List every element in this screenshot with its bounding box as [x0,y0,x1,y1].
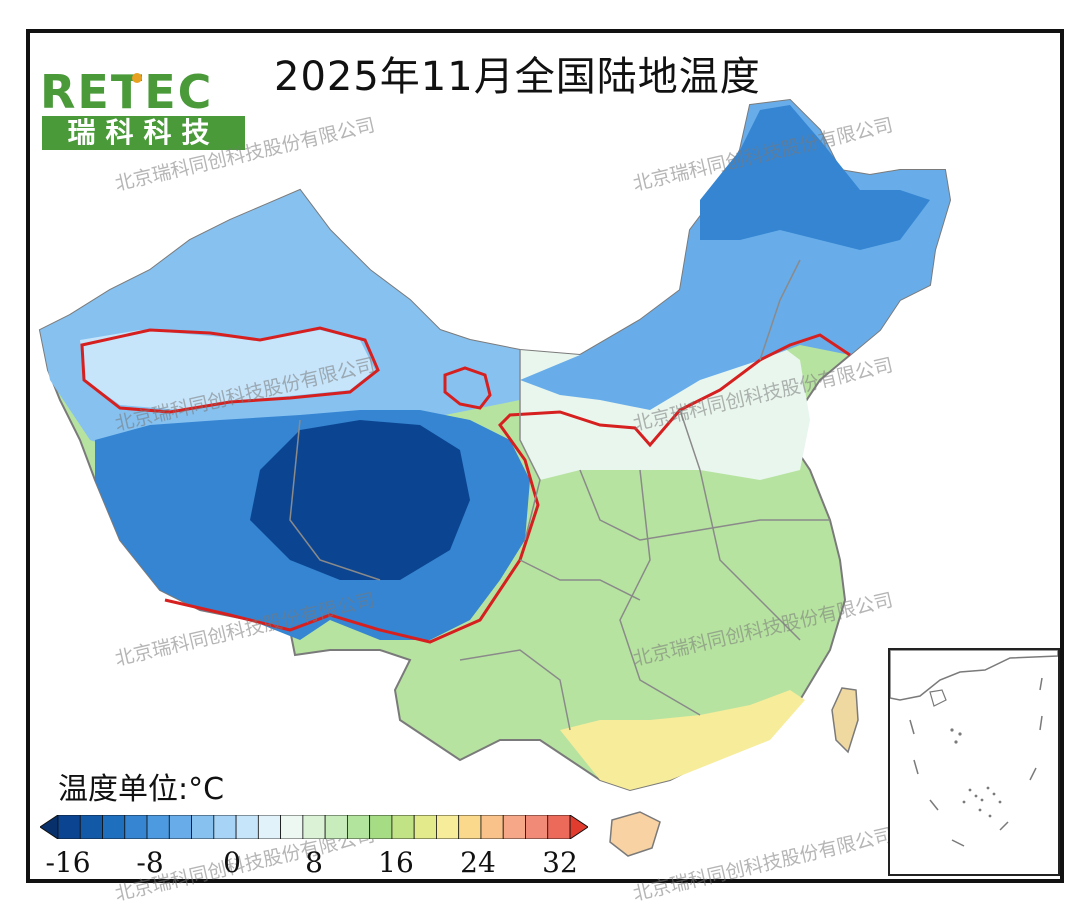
legend-swatch [324,815,348,839]
legend-swatch [369,815,393,839]
legend-unit-label: 温度单位:°C [58,772,225,807]
legend-swatch [480,815,504,839]
legend-swatch [40,815,59,839]
legend-tick: 16 [378,846,414,879]
legend-swatch [302,815,326,839]
legend-swatch [458,815,482,839]
legend-swatch [436,815,460,839]
color-legend [40,815,588,839]
retec-logo-icon: RETEC [40,66,213,114]
south-china-sea-inset [888,648,1060,876]
legend-swatch [346,815,371,839]
svg-text:RETEC: RETEC [40,66,213,114]
legend-swatch [569,815,588,839]
legend-swatch [280,815,304,839]
legend-tick: -16 [45,846,91,879]
map-title: 2025年11月全国陆地温度 [274,54,761,100]
legend-swatch [257,815,282,839]
legend-tick: -8 [136,846,164,879]
logo-name: 瑞科科技 [42,116,245,150]
legend-swatch [525,815,549,839]
legend-swatch [213,815,237,839]
legend-swatch [79,815,103,839]
legend-tick: 32 [542,846,578,879]
legend-swatch [502,815,526,839]
legend-swatch [168,815,192,839]
legend-swatch [57,815,81,839]
legend-tick: 0 [223,846,241,879]
legend-swatch [191,815,215,839]
inset-map [889,649,1059,847]
legend-swatch [146,815,170,839]
legend-swatch [124,815,148,839]
legend-swatch [547,815,571,839]
legend-tick: 8 [305,846,323,879]
legend-tick: 24 [460,846,496,879]
legend-swatch [391,815,415,839]
legend-swatch [235,815,259,839]
legend-swatch [413,815,437,839]
legend-swatch [102,815,126,839]
